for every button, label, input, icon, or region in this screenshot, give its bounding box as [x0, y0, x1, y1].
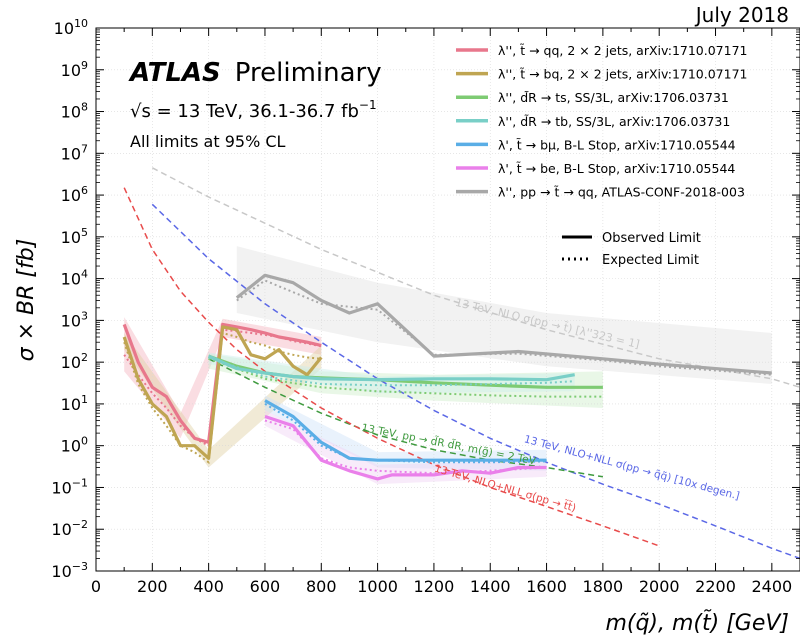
y-tick-label: 10−3: [51, 560, 88, 581]
x-tick-label: 600: [250, 577, 281, 596]
lumi-exponent: −1: [359, 98, 377, 112]
legend-label-4: λ'', d̃R → tb, SS/3L, arXiv:1706.03731: [498, 114, 730, 129]
axes-layer: 0 200 400 600 800 1000 1200 1400 1600 1800 2000 220…: [51, 17, 800, 596]
series-4-uncertainty-band: [208, 352, 575, 394]
date-label: July 2018: [694, 3, 789, 27]
atlas-status: Preliminary: [235, 58, 382, 88]
x-tick-label: 1400: [470, 577, 511, 596]
x-tick-label: 1600: [526, 577, 567, 596]
y-tick-label: 104: [61, 268, 88, 289]
y-tick-label: 106: [61, 184, 88, 205]
y-tick-label: 108: [61, 101, 88, 122]
x-tick-label: 1000: [357, 577, 398, 596]
y-tick-label: 10−2: [51, 518, 88, 539]
cl-note: All limits at 95% CL: [130, 132, 286, 151]
y-tick-label: 1010: [54, 17, 88, 38]
legend-label-5: λ', t̃ → bμ, B-L Stop, arXiv:1710.05544: [498, 137, 736, 152]
x-tick-label: 400: [193, 577, 224, 596]
theory-curve-1: [151, 167, 800, 389]
legend-label-1: λ'', t̃ → qq, 2 × 2 jets, arXiv:1710.071…: [498, 43, 748, 58]
legend-label-3: λ'', d̃R → ts, SS/3L, arXiv:1706.03731: [498, 90, 729, 105]
series-layer: [122, 273, 772, 481]
series-2-uncertainty-band: [124, 333, 322, 468]
energy-lumi-label: √s = 13 TeV, 36.1-36.7 fb−1: [130, 98, 377, 122]
series-2-observed-line: [122, 325, 323, 460]
y-tick-label: 10−1: [51, 476, 88, 497]
series-3-expected-line: [208, 357, 603, 398]
y-tick-label: 105: [61, 226, 88, 247]
x-tick-label: 800: [306, 577, 337, 596]
plot-frame: [95, 27, 800, 572]
x-tick-label: 2400: [751, 577, 792, 596]
y-tick-label: 101: [61, 393, 88, 414]
theory-curve-2-label: 13 TeV, NLO+NLL σ(pp → q̃q̃) [10x degen.…: [523, 433, 741, 502]
series-6-observed-line: [264, 414, 547, 481]
x-tick-label: 2000: [639, 577, 680, 596]
legend-label-2: λ'', t̃ → bq, 2 × 2 jets, arXiv:1710.071…: [498, 67, 748, 82]
series-4-observed-line: [207, 354, 575, 382]
series-6-uncertainty-band: [265, 410, 547, 485]
y-tick-label: 103: [61, 309, 88, 330]
legend: λ'', t̃ → qq, 2 × 2 jets, arXiv:1710.071…: [456, 43, 748, 200]
y-tick-label: 102: [61, 351, 88, 372]
theory-curves-layer: [123, 167, 800, 560]
theory-curve-2: [151, 203, 800, 560]
x-tick-label: 200: [137, 577, 168, 596]
legend-label-7: λ'', pp → t̃ → qq, ATLAS-CONF-2018-003: [498, 185, 745, 200]
legend-label-6: λ', t̃ → be, B-L Stop, arXiv:1710.05544: [498, 161, 735, 176]
theory-curve-4: [123, 187, 660, 547]
x-tick-label: 1200: [414, 577, 455, 596]
x-tick-label: 2200: [695, 577, 736, 596]
series-7-uncertainty-band: [236, 246, 772, 384]
atlas-logo: ATLAS Preliminary: [128, 58, 382, 88]
series-1-observed-line: [122, 322, 322, 444]
grid-layer: [95, 27, 800, 572]
y-tick-label: 100: [61, 435, 88, 456]
series-7-observed-line: [235, 273, 772, 375]
theory-curve-3: [208, 358, 604, 478]
y-axis-label: σ × BR [fb]: [14, 239, 39, 362]
expected-legend-label: Expected Limit: [602, 253, 699, 268]
series-4-expected-line: [208, 356, 575, 387]
x-tick-label: 0: [91, 577, 101, 596]
series-5-observed-line: [264, 399, 547, 462]
series-5-uncertainty-band: [265, 395, 547, 471]
observed-legend-label: Observed Limit: [602, 231, 701, 246]
y-tick-label: 107: [61, 142, 88, 163]
x-tick-label: 1800: [583, 577, 624, 596]
series-7-expected-line: [236, 279, 772, 376]
y-tick-label: 109: [61, 59, 88, 80]
x-axis-label: m(q̃), m(t̃) [GeV]: [605, 610, 789, 636]
